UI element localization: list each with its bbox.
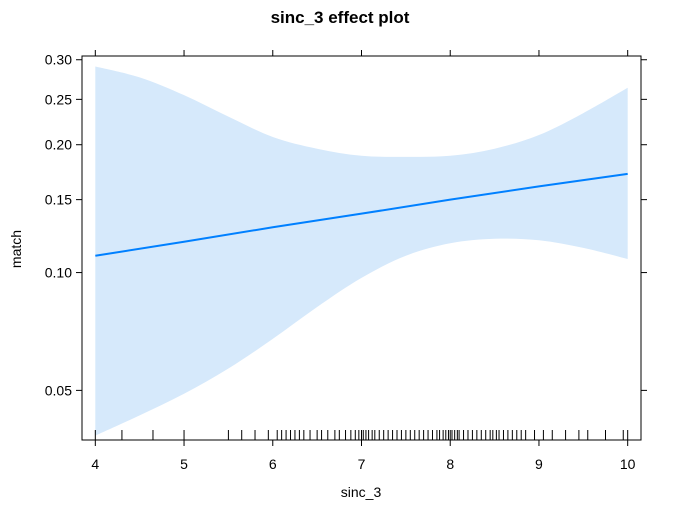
confidence-band-layer — [95, 66, 628, 436]
x-tick-label: 8 — [446, 456, 454, 472]
confidence-band — [95, 66, 628, 436]
chart-title: sinc_3 effect plot — [271, 8, 410, 27]
x-axis: 4 5 6 7 8 9 10 — [91, 50, 636, 472]
y-axis: 0.05 0.10 0.15 0.20 0.25 0.30 — [45, 52, 647, 398]
fit-line-layer — [95, 172, 628, 257]
y-tick-label: 0.20 — [45, 137, 72, 153]
x-tick-label: 10 — [620, 456, 636, 472]
y-tick-label: 0.05 — [45, 382, 72, 398]
y-axis-label: match — [8, 230, 24, 268]
y-tick-label: 0.10 — [45, 265, 72, 281]
x-tick-label: 7 — [358, 456, 366, 472]
x-tick-label: 5 — [180, 456, 188, 472]
fit-line — [95, 172, 628, 257]
y-tick-label: 0.15 — [45, 192, 72, 208]
y-tick-label: 0.25 — [45, 91, 72, 107]
x-axis-label: sinc_3 — [341, 484, 382, 500]
x-tick-label: 4 — [91, 456, 99, 472]
x-tick-label: 9 — [535, 456, 543, 472]
y-tick-label: 0.30 — [45, 52, 72, 68]
rug-layer — [94, 430, 629, 440]
x-tick-label: 6 — [269, 456, 277, 472]
